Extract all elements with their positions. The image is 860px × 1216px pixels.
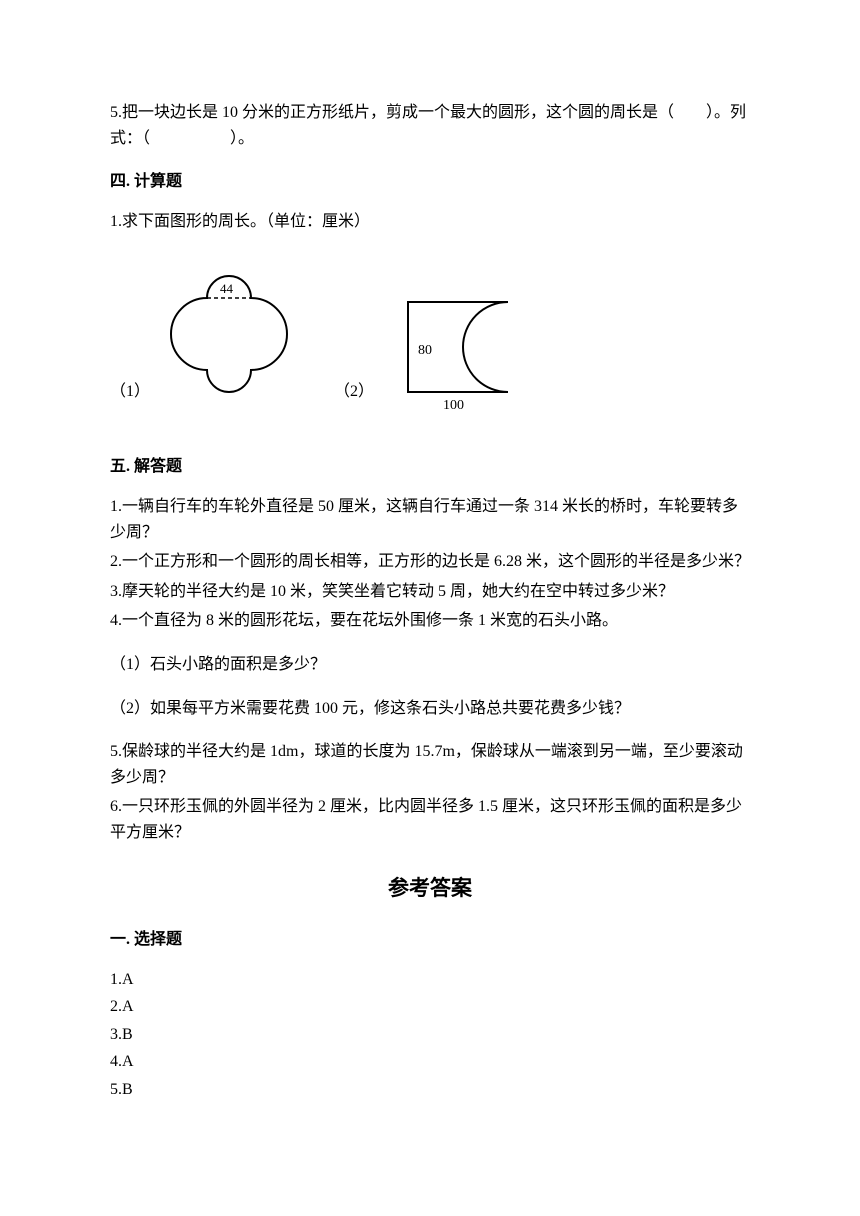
figure-2-label: （2） (334, 379, 374, 405)
answer-1: 1.A (110, 967, 750, 993)
figure-1: （1） 44 (110, 254, 304, 414)
solve-q4-2: （2）如果每平方米需要花费 100 元，修这条石头小路总共要花费多少钱？ (110, 696, 750, 722)
figure-2: （2） 80 100 (334, 284, 528, 414)
answer-2: 2.A (110, 994, 750, 1020)
rect-arc-figure: 80 100 (378, 284, 528, 414)
q3-5-text: 5.把一块边长是 10 分米的正方形纸片，剪成一个最大的圆形，这个圆的周长是（ … (110, 104, 746, 147)
solve-q6: 6.一只环形玉佩的外圆半径为 2 厘米，比内圆半径多 1.5 厘米，这只环形玉佩… (110, 794, 750, 845)
solve-q1: 1.一辆自行车的车轮外直径是 50 厘米，这辆自行车通过一条 314 米长的桥时… (110, 494, 750, 545)
solve-q4-1: （1）石头小路的面积是多少？ (110, 652, 750, 678)
section-4-heading: 四. 计算题 (110, 169, 750, 195)
figure-1-label: （1） (110, 379, 150, 405)
section-5-heading: 五. 解答题 (110, 454, 750, 480)
fig1-dim: 44 (220, 281, 234, 296)
solve-q5: 5.保龄球的半径大约是 1dm，球道的长度为 15.7m，保龄球从一端滚到另一端… (110, 739, 750, 790)
fig2-dim-h: 80 (418, 343, 432, 358)
answer-section-1-heading: 一. 选择题 (110, 927, 750, 953)
solve-q3: 3.摩天轮的半径大约是 10 米，笑笑坐着它转动 5 周，她大约在空中转过多少米… (110, 579, 750, 605)
calc-q1: 1.求下面图形的周长。（单位：厘米） (110, 209, 750, 235)
solve-q4: 4.一个直径为 8 米的圆形花坛，要在花坛外围修一条 1 米宽的石头小路。 (110, 608, 750, 634)
answer-3: 3.B (110, 1022, 750, 1048)
fig2-dim-w: 100 (443, 398, 464, 413)
question-3-5: 5.把一块边长是 10 分米的正方形纸片，剪成一个最大的圆形，这个圆的周长是（ … (110, 100, 750, 151)
figures-row: （1） 44 （2） 80 100 (110, 254, 750, 414)
solve-q2: 2.一个正方形和一个圆形的周长相等，正方形的边长是 6.28 米，这个圆形的半径… (110, 549, 750, 575)
answer-title: 参考答案 (110, 872, 750, 906)
answer-4: 4.A (110, 1049, 750, 1075)
clover-figure: 44 (154, 254, 304, 414)
answer-5: 5.B (110, 1077, 750, 1103)
